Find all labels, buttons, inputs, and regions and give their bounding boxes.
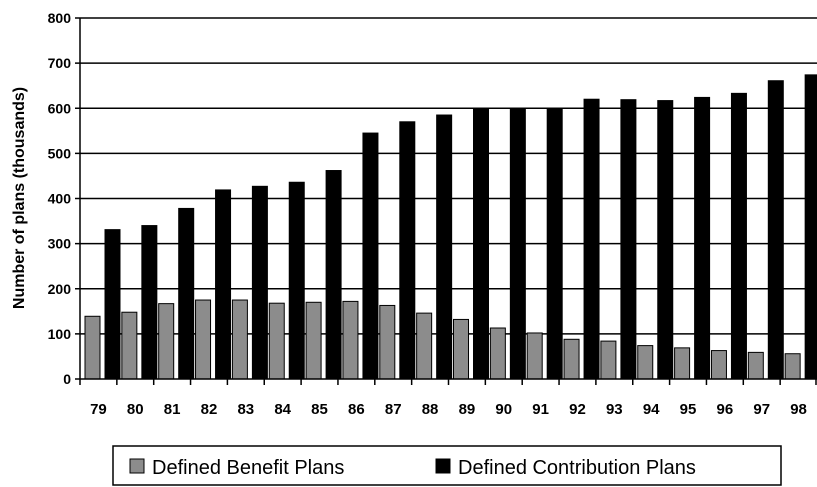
bar-defined-benefit bbox=[784, 353, 801, 380]
y-tick-label: 100 bbox=[48, 326, 72, 342]
bar-defined-benefit bbox=[158, 303, 175, 380]
bar-defined-benefit bbox=[526, 332, 543, 380]
bar-defined-benefit bbox=[747, 351, 764, 380]
y-tick-label: 500 bbox=[48, 145, 72, 161]
bar-defined-benefit bbox=[674, 347, 691, 380]
bar-defined-contribution bbox=[730, 92, 747, 380]
x-tick-label: 91 bbox=[532, 401, 549, 418]
x-tick-label: 85 bbox=[311, 401, 328, 418]
bar-defined-benefit bbox=[195, 299, 212, 380]
y-axis-label: Number of plans (thousands) bbox=[11, 87, 28, 309]
x-tick-label: 90 bbox=[495, 401, 512, 418]
bar-defined-contribution bbox=[546, 108, 563, 380]
bar-defined-contribution bbox=[104, 229, 121, 380]
x-tick-label: 98 bbox=[790, 401, 807, 418]
y-tick-label: 200 bbox=[48, 281, 72, 297]
bar-defined-contribution bbox=[804, 74, 817, 380]
bar-defined-contribution bbox=[583, 98, 600, 380]
y-tick-label: 700 bbox=[48, 55, 72, 71]
bar-defined-contribution bbox=[767, 80, 784, 380]
x-tick-label: 95 bbox=[680, 401, 697, 418]
bar-defined-contribution bbox=[215, 189, 232, 380]
x-tick-label: 80 bbox=[127, 401, 144, 418]
y-tick-label: 800 bbox=[48, 10, 72, 26]
y-tick-label: 300 bbox=[48, 236, 72, 252]
x-tick-label: 92 bbox=[569, 401, 586, 418]
y-tick-label: 400 bbox=[48, 191, 72, 207]
x-tick-label: 97 bbox=[753, 401, 770, 418]
bar-defined-benefit bbox=[563, 338, 580, 380]
y-tick-label: 600 bbox=[48, 100, 72, 116]
bar-defined-benefit bbox=[121, 311, 138, 380]
bar-defined-benefit bbox=[489, 327, 506, 380]
x-tick-label: 94 bbox=[643, 401, 660, 418]
axes bbox=[79, 18, 817, 385]
bar-defined-benefit bbox=[637, 345, 654, 380]
x-tick-label: 82 bbox=[201, 401, 218, 418]
bar-defined-benefit bbox=[342, 300, 359, 380]
bar-defined-contribution bbox=[436, 114, 453, 380]
bar-defined-contribution bbox=[473, 108, 489, 380]
bar-defined-benefit bbox=[84, 315, 101, 380]
x-tick-label: 93 bbox=[606, 401, 623, 418]
bar-defined-contribution bbox=[399, 121, 416, 380]
legend-swatch bbox=[435, 458, 451, 474]
legend-swatch bbox=[129, 458, 145, 474]
x-tick-labels: 79 80 81 82 83 84 85 86 87 88 89 90 91 92 93 94 95 96 97 98 bbox=[90, 401, 807, 418]
bar-defined-benefit bbox=[379, 304, 396, 380]
legend-label: Defined Benefit Plans bbox=[152, 457, 344, 479]
y-tick-labels: 0 100 200 300 400 500 600 700 800 bbox=[48, 10, 72, 387]
bar-defined-contribution bbox=[178, 207, 195, 380]
bar-defined-contribution bbox=[362, 132, 379, 380]
bar-defined-benefit bbox=[453, 318, 469, 380]
bar-defined-contribution bbox=[288, 181, 305, 380]
y-tick-label: 0 bbox=[63, 371, 71, 387]
x-tick-label: 96 bbox=[717, 401, 734, 418]
x-tick-label: 79 bbox=[90, 401, 107, 418]
legend: Defined Benefit Plans Defined Contributio… bbox=[112, 445, 782, 486]
bar-defined-contribution bbox=[325, 170, 342, 380]
x-tick-label: 84 bbox=[274, 401, 291, 418]
x-tick-label: 83 bbox=[237, 401, 254, 418]
bar-defined-benefit bbox=[305, 301, 322, 380]
bar-defined-contribution bbox=[509, 108, 526, 380]
bar-defined-contribution bbox=[657, 100, 674, 380]
x-tick-label: 86 bbox=[348, 401, 365, 418]
x-tick-label: 87 bbox=[385, 401, 402, 418]
bar-defined-benefit bbox=[600, 340, 617, 380]
bar-defined-contribution bbox=[141, 225, 158, 380]
bar-defined-benefit bbox=[268, 302, 285, 380]
legend-label: Defined Contribution Plans bbox=[458, 457, 696, 479]
bar-defined-contribution bbox=[694, 96, 711, 380]
bar-defined-contribution bbox=[251, 185, 268, 380]
bar-defined-benefit bbox=[231, 299, 248, 380]
x-tick-label: 81 bbox=[164, 401, 181, 418]
x-tick-label: 89 bbox=[459, 401, 476, 418]
bar-defined-contribution bbox=[620, 99, 637, 380]
x-tick-label: 88 bbox=[422, 401, 439, 418]
bar-defined-benefit bbox=[416, 312, 433, 380]
bar-defined-benefit bbox=[710, 350, 727, 380]
